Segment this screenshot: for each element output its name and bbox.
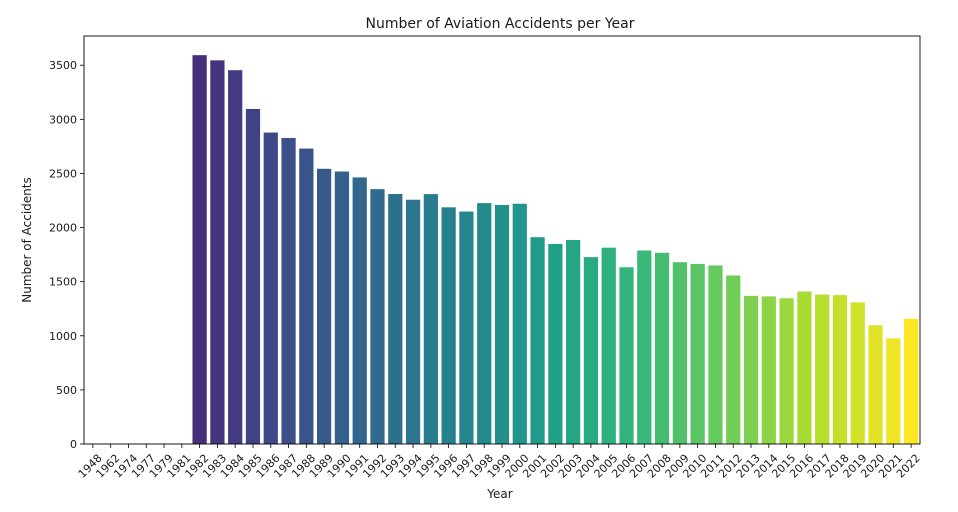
bar-1988 xyxy=(299,149,313,444)
bar-1982 xyxy=(193,55,207,444)
bar-2008 xyxy=(655,253,669,444)
bar-2015 xyxy=(779,298,793,444)
bar-1987 xyxy=(281,138,295,444)
bar-1986 xyxy=(264,133,278,444)
bar-1992 xyxy=(370,189,384,444)
bar-1984 xyxy=(228,70,242,444)
y-tick-label: 1500 xyxy=(49,276,77,289)
bar-2005 xyxy=(602,248,616,444)
y-tick-label: 0 xyxy=(70,438,77,451)
bar-1999 xyxy=(495,205,509,444)
bar-1998 xyxy=(477,203,491,444)
bar-2010 xyxy=(691,264,705,444)
bar-1990 xyxy=(335,171,349,444)
y-tick-label: 3500 xyxy=(49,59,77,72)
y-tick-label: 1000 xyxy=(49,330,77,343)
x-axis-label: Year xyxy=(486,487,512,501)
bar-2012 xyxy=(726,276,740,445)
bars-group xyxy=(86,55,918,444)
bar-2014 xyxy=(762,296,776,444)
bar-1989 xyxy=(317,169,331,444)
bar-2003 xyxy=(566,240,580,444)
bar-1985 xyxy=(246,109,260,444)
y-axis-label: Number of Accidents xyxy=(20,177,34,303)
bar-1983 xyxy=(210,60,224,444)
bar-2001 xyxy=(530,237,544,444)
bar-2020 xyxy=(868,325,882,444)
bar-1994 xyxy=(406,200,420,444)
bar-2017 xyxy=(815,295,829,444)
bar-2009 xyxy=(673,262,687,444)
bar-2000 xyxy=(513,204,527,444)
y-tick-label: 500 xyxy=(56,384,77,397)
bar-2016 xyxy=(797,292,811,444)
bar-2018 xyxy=(833,295,847,444)
y-tick-label: 2500 xyxy=(49,167,77,180)
bar-1993 xyxy=(388,194,402,444)
y-axis: 0 500 1000 1500 2000 2500 3000 3500 xyxy=(49,59,84,451)
bar-2006 xyxy=(619,267,633,444)
bar-2019 xyxy=(851,302,865,444)
bar-2004 xyxy=(584,257,598,444)
bar-2022 xyxy=(904,319,918,444)
bar-1996 xyxy=(442,207,456,444)
chart-title: Number of Aviation Accidents per Year xyxy=(366,16,635,32)
bar-2007 xyxy=(637,251,651,445)
bar-1997 xyxy=(459,212,473,444)
bar-2011 xyxy=(708,265,722,444)
bar-1995 xyxy=(424,194,438,444)
bar-1991 xyxy=(353,177,367,444)
bar-2002 xyxy=(548,244,562,444)
y-tick-label: 3000 xyxy=(49,113,77,126)
bar-2013 xyxy=(744,296,758,444)
y-tick-label: 2000 xyxy=(49,222,77,235)
bar-2021 xyxy=(886,338,900,444)
x-axis: 1948196219741977197919811982198319841985… xyxy=(76,444,923,481)
